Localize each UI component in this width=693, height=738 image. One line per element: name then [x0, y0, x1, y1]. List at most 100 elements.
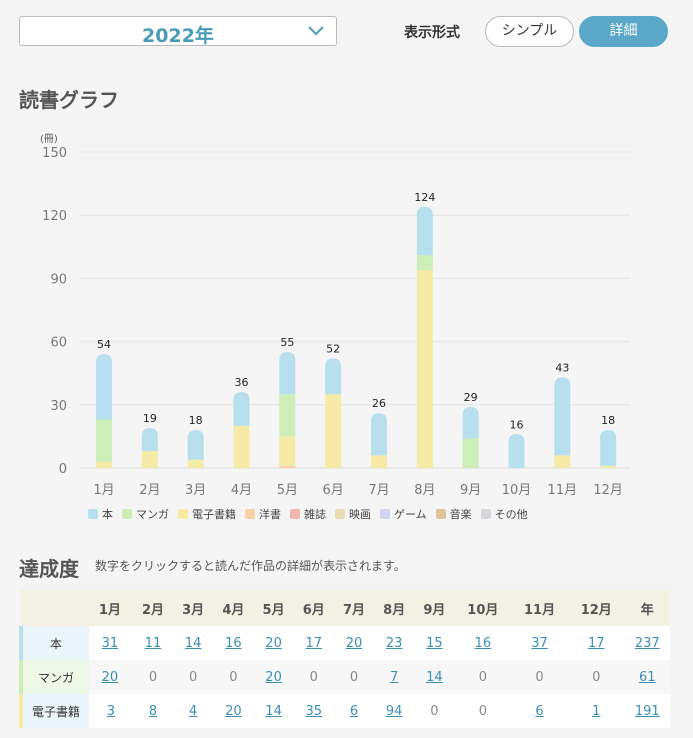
x-tick-label: 5月 — [277, 483, 298, 498]
x-tick-label: 3月 — [185, 483, 206, 498]
x-tick-label: 11月 — [548, 483, 578, 498]
bar-total-label: 19 — [143, 412, 157, 425]
legend-item: 洋書 — [245, 506, 281, 522]
y-tick-label: 90 — [50, 272, 67, 287]
bar-segment — [371, 455, 387, 468]
bar-total-label: 18 — [601, 414, 615, 427]
count-link[interactable]: 15 — [426, 635, 443, 651]
count-link[interactable]: 4 — [189, 703, 198, 719]
table-cell: 20 — [333, 626, 375, 660]
count-link[interactable]: 14 — [265, 703, 282, 719]
count-link[interactable]: 61 — [639, 669, 656, 685]
legend-swatch — [335, 509, 345, 519]
bar-segment — [141, 451, 158, 468]
count-link[interactable]: 17 — [305, 635, 323, 651]
y-axis-label: (冊) — [40, 134, 58, 145]
count-link[interactable]: 6 — [535, 703, 544, 719]
table-cell: 14 — [253, 694, 294, 728]
bar-total-label: 43 — [555, 361, 569, 374]
count-link[interactable]: 20 — [265, 669, 282, 685]
count-link[interactable]: 20 — [265, 635, 282, 651]
table-row: 本 31 11 14 16 20 17 20 23 15 16 37 17 237 — [19, 626, 670, 660]
legend-item: 本 — [88, 506, 113, 522]
bar-segment — [233, 392, 250, 426]
count-link[interactable]: 31 — [101, 635, 119, 651]
bar-total-label: 55 — [280, 336, 294, 349]
x-tick-label: 2月 — [139, 483, 160, 498]
bar-total-label: 124 — [414, 191, 435, 204]
table-cell: 11 — [132, 626, 174, 660]
bar-segment — [187, 459, 204, 468]
row-label: 本 — [19, 626, 89, 660]
table-cell: 0 — [173, 660, 214, 694]
table-cell: 16 — [213, 626, 254, 660]
table-cell: 191 — [624, 694, 670, 728]
count-link[interactable]: 6 — [349, 703, 359, 719]
legend-item: ゲーム — [380, 506, 427, 522]
bar-segment — [187, 430, 204, 460]
count-link[interactable]: 94 — [385, 703, 403, 719]
achievement-note: 数字をクリックすると読んだ作品の詳細が表示されます。 — [95, 559, 406, 573]
year-value: 2022年 — [142, 25, 214, 47]
row-label: 電子書籍 — [19, 694, 89, 728]
count-link[interactable]: 14 — [184, 635, 202, 651]
count-link[interactable]: 7 — [390, 669, 399, 685]
count-link[interactable]: 37 — [531, 635, 548, 651]
column-header: 12月 — [567, 590, 625, 626]
chevron-down-icon — [308, 26, 324, 36]
table-cell: 237 — [624, 626, 670, 660]
y-tick-label: 150 — [42, 146, 67, 161]
count-link[interactable]: 11 — [144, 635, 162, 651]
count-link[interactable]: 17 — [587, 635, 605, 651]
table-cell: 16 — [454, 626, 512, 660]
count-link[interactable]: 3 — [106, 703, 116, 719]
count-link[interactable]: 16 — [474, 635, 492, 651]
year-select[interactable]: 2022年 — [19, 16, 337, 47]
legend-label: マンガ — [136, 508, 169, 521]
legend-label: 洋書 — [259, 508, 281, 521]
x-tick-label: 1月 — [93, 483, 114, 498]
count-link[interactable]: 35 — [305, 703, 323, 719]
count-link[interactable]: 8 — [148, 703, 158, 719]
count-link[interactable]: 20 — [225, 703, 242, 719]
table-cell: 0 — [511, 660, 568, 694]
table-cell: 23 — [374, 626, 415, 660]
table-cell: 0 — [567, 660, 625, 694]
legend-swatch — [435, 509, 446, 519]
bar-segment — [554, 455, 571, 468]
table-cell: 31 — [89, 626, 133, 660]
count-link[interactable]: 237 — [634, 635, 660, 651]
bar-segment — [279, 394, 296, 437]
detail-mode-button[interactable]: 詳細 — [579, 16, 668, 47]
legend-label: その他 — [494, 508, 528, 521]
table-cell: 0 — [132, 660, 174, 694]
bar-total-label: 36 — [235, 376, 249, 389]
column-header: 11月 — [511, 590, 568, 626]
bar-total-label: 52 — [326, 342, 340, 355]
table-cell: 20 — [89, 660, 133, 694]
table-cell: 8 — [132, 694, 174, 728]
count-link[interactable]: 1 — [592, 703, 601, 719]
y-tick-label: 0 — [59, 462, 67, 477]
count-link[interactable]: 20 — [345, 635, 363, 651]
count-link[interactable]: 14 — [426, 669, 443, 685]
table-cell: 20 — [213, 694, 254, 728]
table-cell: 3 — [89, 694, 133, 728]
legend-item: 映画 — [335, 506, 371, 522]
table-cell: 1 — [567, 694, 625, 728]
table-cell: 0 — [333, 660, 375, 694]
table-row: マンガ 20 0 0 0 20 0 0 7 14 0 0 0 61 — [19, 660, 670, 694]
table-cell: 17 — [567, 626, 625, 660]
bar-total-label: 54 — [97, 338, 111, 351]
simple-mode-button[interactable]: シンプル — [485, 16, 574, 47]
count-link[interactable]: 16 — [225, 635, 242, 651]
y-tick-label: 30 — [50, 399, 67, 414]
table-cell: 20 — [253, 626, 294, 660]
count-link[interactable]: 23 — [385, 635, 403, 651]
bar-segment — [508, 434, 525, 468]
bar-segment — [96, 354, 112, 420]
column-header: 9月 — [414, 590, 455, 626]
count-link[interactable]: 191 — [634, 703, 660, 719]
legend-label: 電子書籍 — [192, 508, 236, 521]
count-link[interactable]: 20 — [101, 669, 119, 685]
